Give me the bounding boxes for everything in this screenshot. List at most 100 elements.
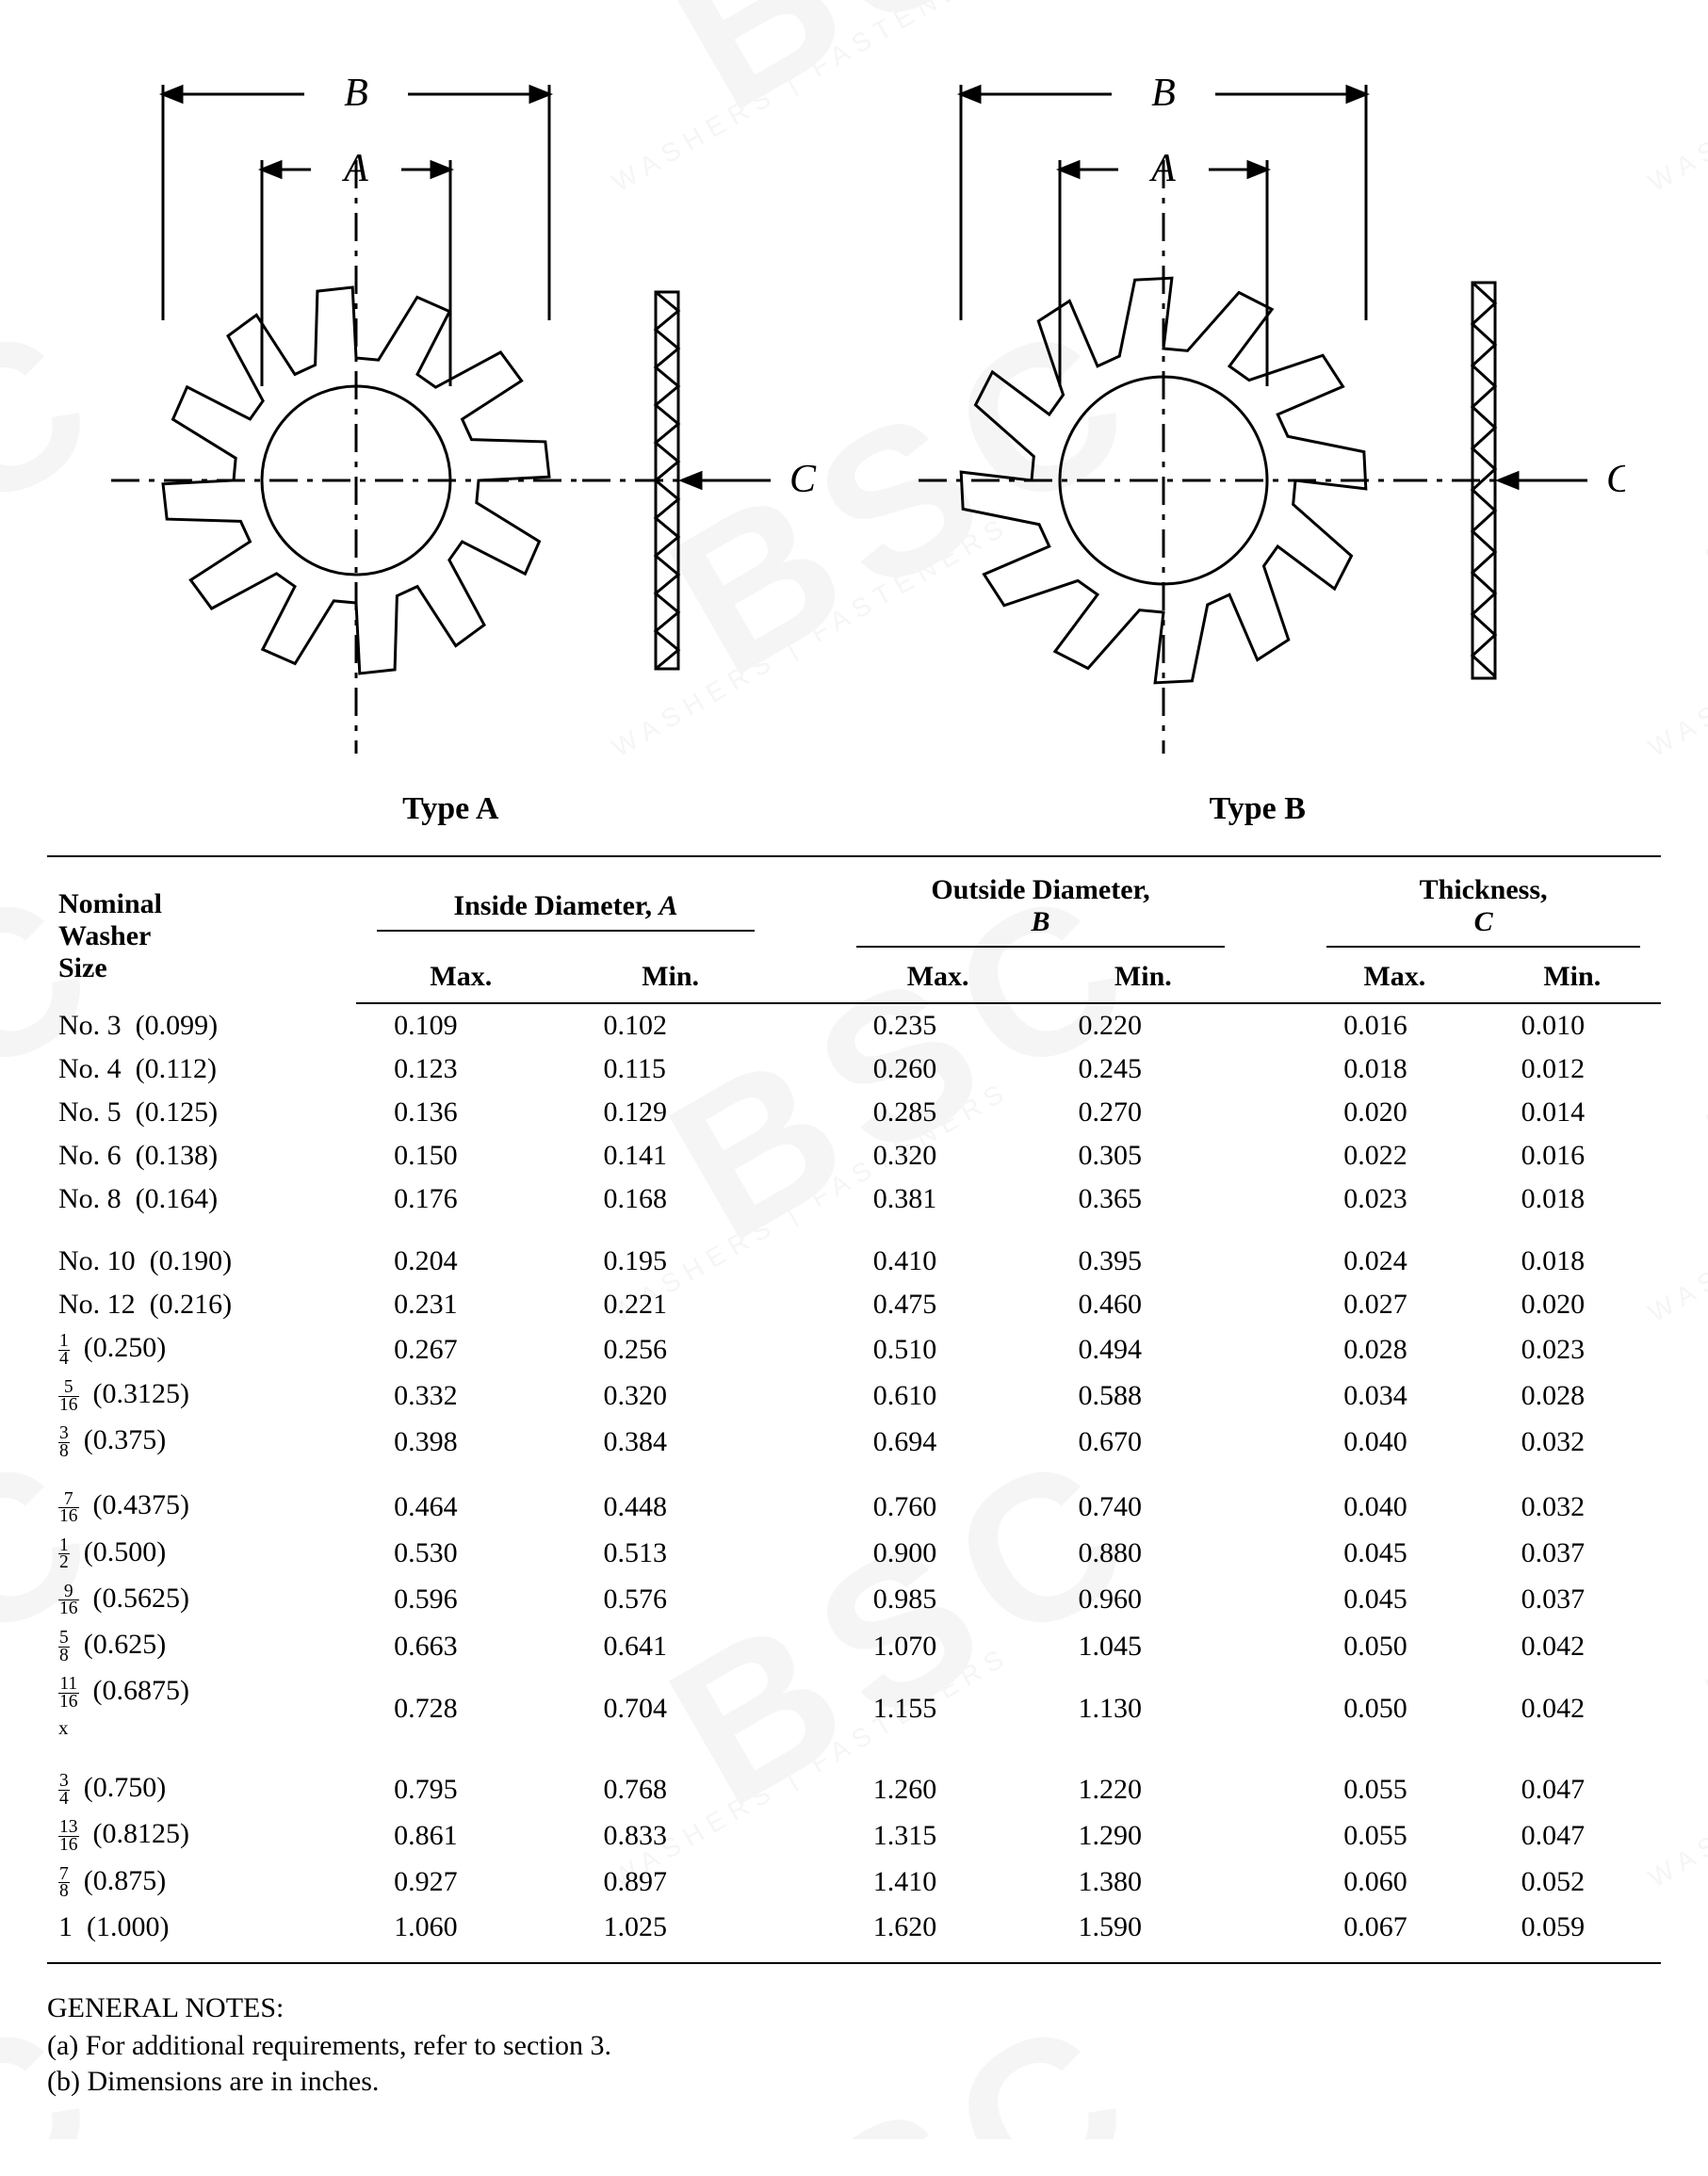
col-c-max: Max. — [1306, 953, 1483, 1003]
svg-text:B: B — [1151, 72, 1176, 115]
cell-c-min: 0.059 — [1484, 1906, 1661, 1949]
cell-a-min: 0.129 — [565, 1091, 774, 1134]
col-b-max: Max. — [836, 953, 1041, 1003]
table-row: 58 (0.625)0.6630.6411.0701.0450.0500.042 — [47, 1623, 1661, 1669]
cell-b-min: 0.960 — [1040, 1577, 1245, 1623]
cell-b-min: 0.494 — [1040, 1326, 1245, 1372]
cell-a-max: 0.596 — [356, 1577, 565, 1623]
cell-a-max: 0.663 — [356, 1623, 565, 1669]
cell-c-min: 0.047 — [1484, 1812, 1661, 1859]
cell-size: 38 (0.375) — [47, 1419, 356, 1465]
cell-a-max: 0.150 — [356, 1134, 565, 1177]
cell-a-min: 0.576 — [565, 1577, 774, 1623]
cell-size: 12 (0.500) — [47, 1531, 356, 1577]
cell-c-min: 0.037 — [1484, 1577, 1661, 1623]
cell-c-max: 0.034 — [1306, 1372, 1483, 1419]
table-row: No. 5 (0.125)0.1360.1290.2850.2700.0200.… — [47, 1091, 1661, 1134]
cell-b-max: 1.155 — [836, 1669, 1041, 1747]
table-row: 1316 (0.8125)0.8610.8331.3151.2900.0550.… — [47, 1812, 1661, 1859]
cell-b-max: 0.760 — [836, 1465, 1041, 1530]
cell-a-min: 0.384 — [565, 1419, 774, 1465]
cell-a-min: 0.704 — [565, 1669, 774, 1747]
type-a-label: Type A — [88, 791, 814, 827]
cell-size: No. 6 (0.138) — [47, 1134, 356, 1177]
cell-a-max: 0.267 — [356, 1326, 565, 1372]
cell-c-min: 0.032 — [1484, 1465, 1661, 1530]
cell-b-min: 1.590 — [1040, 1906, 1245, 1949]
notes-title: GENERAL NOTES: — [47, 1992, 1661, 2024]
cell-c-max: 0.040 — [1306, 1465, 1483, 1530]
cell-a-min: 0.768 — [565, 1747, 774, 1812]
type-b-diagram: B A C — [890, 38, 1625, 772]
cell-a-max: 0.176 — [356, 1177, 565, 1221]
col-nominal: NominalWasherSize — [47, 856, 356, 1003]
cell-b-min: 0.670 — [1040, 1419, 1245, 1465]
table-row: No. 3 (0.099)0.1090.1020.2350.2200.0160.… — [47, 1003, 1661, 1047]
cell-size: 1316 (0.8125) — [47, 1812, 356, 1859]
cell-a-max: 1.060 — [356, 1906, 565, 1949]
cell-c-max: 0.050 — [1306, 1669, 1483, 1747]
cell-a-max: 0.927 — [356, 1859, 565, 1906]
type-a-diagram: B A — [83, 38, 818, 772]
cell-b-min: 0.740 — [1040, 1465, 1245, 1530]
cell-c-min: 0.047 — [1484, 1747, 1661, 1812]
cell-b-max: 0.900 — [836, 1531, 1041, 1577]
cell-c-min: 0.014 — [1484, 1091, 1661, 1134]
cell-a-min: 1.025 — [565, 1906, 774, 1949]
cell-c-max: 0.055 — [1306, 1747, 1483, 1812]
col-inside-dia: Inside Diameter, A — [356, 856, 775, 953]
cell-b-min: 1.045 — [1040, 1623, 1245, 1669]
cell-b-max: 0.475 — [836, 1283, 1041, 1326]
cell-a-max: 0.123 — [356, 1047, 565, 1091]
cell-a-min: 0.897 — [565, 1859, 774, 1906]
cell-a-min: 0.833 — [565, 1812, 774, 1859]
col-c-min: Min. — [1484, 953, 1661, 1003]
cell-c-max: 0.016 — [1306, 1003, 1483, 1047]
cell-a-min: 0.102 — [565, 1003, 774, 1047]
cell-c-max: 0.022 — [1306, 1134, 1483, 1177]
cell-c-min: 0.023 — [1484, 1326, 1661, 1372]
cell-a-max: 0.204 — [356, 1221, 565, 1283]
cell-a-max: 0.861 — [356, 1812, 565, 1859]
cell-b-max: 1.315 — [836, 1812, 1041, 1859]
cell-c-min: 0.037 — [1484, 1531, 1661, 1577]
cell-b-max: 0.235 — [836, 1003, 1041, 1047]
table-row: No. 4 (0.112)0.1230.1150.2600.2450.0180.… — [47, 1047, 1661, 1091]
general-notes: GENERAL NOTES: (a) For additional requir… — [47, 1992, 1661, 2098]
cell-c-min: 0.042 — [1484, 1669, 1661, 1747]
type-labels-row: Type A Type B — [47, 791, 1661, 827]
cell-size: 58 (0.625) — [47, 1623, 356, 1669]
col-b-min: Min. — [1040, 953, 1245, 1003]
cell-c-min: 0.032 — [1484, 1419, 1661, 1465]
col-a-min: Min. — [565, 953, 774, 1003]
table-row: 78 (0.875)0.9270.8971.4101.3800.0600.052 — [47, 1859, 1661, 1906]
cell-b-min: 0.880 — [1040, 1531, 1245, 1577]
svg-text:A: A — [1148, 147, 1176, 190]
cell-b-min: 0.460 — [1040, 1283, 1245, 1326]
cell-b-max: 0.410 — [836, 1221, 1041, 1283]
table-row: 38 (0.375)0.3980.3840.6940.6700.0400.032 — [47, 1419, 1661, 1465]
cell-a-min: 0.195 — [565, 1221, 774, 1283]
col-a-max: Max. — [356, 953, 565, 1003]
cell-size: 516 (0.3125) — [47, 1372, 356, 1419]
cell-b-min: 0.305 — [1040, 1134, 1245, 1177]
cell-a-min: 0.168 — [565, 1177, 774, 1221]
table-row: 12 (0.500)0.5300.5130.9000.8800.0450.037 — [47, 1531, 1661, 1577]
cell-c-max: 0.024 — [1306, 1221, 1483, 1283]
table-row: 716 (0.4375)0.4640.4480.7600.7400.0400.0… — [47, 1465, 1661, 1530]
cell-c-max: 0.028 — [1306, 1326, 1483, 1372]
cell-a-max: 0.109 — [356, 1003, 565, 1047]
cell-b-min: 0.245 — [1040, 1047, 1245, 1091]
cell-size: No. 10 (0.190) — [47, 1221, 356, 1283]
cell-c-max: 0.045 — [1306, 1531, 1483, 1577]
table-row: No. 10 (0.190)0.2040.1950.4100.3950.0240… — [47, 1221, 1661, 1283]
cell-c-max: 0.040 — [1306, 1419, 1483, 1465]
cell-a-max: 0.398 — [356, 1419, 565, 1465]
col-thickness: Thickness,C — [1306, 856, 1661, 953]
svg-text:C: C — [1606, 458, 1625, 501]
cell-c-max: 0.018 — [1306, 1047, 1483, 1091]
cell-a-min: 0.513 — [565, 1531, 774, 1577]
table-body: No. 3 (0.099)0.1090.1020.2350.2200.0160.… — [47, 1003, 1661, 1963]
cell-a-max: 0.231 — [356, 1283, 565, 1326]
cell-b-max: 1.410 — [836, 1859, 1041, 1906]
